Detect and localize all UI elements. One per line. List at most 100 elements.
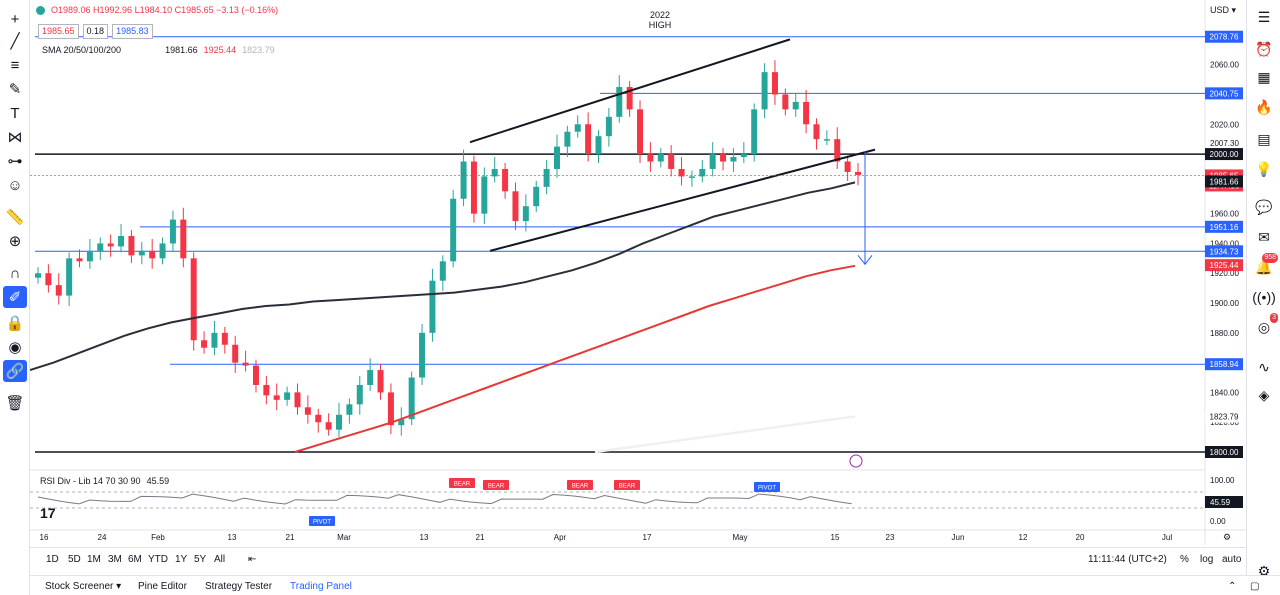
text-icon[interactable]: T [10, 104, 20, 122]
price-label: 1823.79 [1210, 413, 1239, 422]
y-tick-label: 1960.00 [1210, 210, 1239, 219]
buy-price[interactable]: 1985.83 [112, 24, 153, 39]
candle-body [771, 72, 778, 95]
chart-waves-icon[interactable]: ∿ [1258, 358, 1270, 375]
range-1m[interactable]: 1M [87, 554, 101, 565]
ruler-icon[interactable]: 📏 [5, 209, 25, 226]
lock-drawing-icon[interactable]: ✐ [3, 286, 27, 308]
collapse-icon[interactable]: ⌃ [1228, 581, 1237, 592]
right-toolbar: ☰ ⏰ ▦ 🔥 ▤ 💡 💬 ✉ 🔔 958 ((•)) ◎ 3 ∿ ◈ ⚙ [1246, 0, 1280, 595]
rsi-tag-label: PIVOT [758, 486, 776, 492]
candle-body [855, 171, 861, 175]
y-tick-label: 1880.00 [1210, 329, 1239, 338]
range-5d[interactable]: 5D [68, 554, 81, 565]
range-5y[interactable]: 5Y [194, 554, 207, 565]
x-axis-label: Feb [151, 533, 165, 542]
tab-stock-screener[interactable]: Stock Screener ▾ [45, 581, 122, 592]
tab-strategy-tester[interactable]: Strategy Tester [205, 581, 273, 592]
zoom-icon[interactable]: ⊕ [8, 233, 22, 250]
candle-body [460, 161, 467, 199]
price-chart[interactable]: 2060.00 2020.00 2007.30 1960.00 1940.00 1920.… [30, 0, 1246, 545]
x-axis-label: Apr [554, 533, 567, 542]
candle-body [408, 377, 415, 420]
candle-body [688, 176, 695, 178]
candle-body [709, 154, 716, 169]
level-label-bg [1205, 30, 1243, 43]
axis-settings-icon: ⚙ [1223, 533, 1231, 543]
candle-body [387, 392, 394, 426]
rsi-tag-bg [567, 480, 593, 490]
level-label-bg [1205, 358, 1243, 371]
trend-line-icon[interactable]: ╱ [10, 33, 20, 50]
range-1y[interactable]: 1Y [175, 554, 188, 565]
chart-background [30, 0, 1205, 530]
auto-toggle[interactable]: auto [1222, 554, 1242, 565]
layers-icon[interactable]: ◈ [1258, 386, 1270, 403]
candle-body [149, 250, 156, 259]
alert-log-icon[interactable]: ◎ 3 [1257, 313, 1278, 335]
settings-icon[interactable]: ⚙ [1257, 562, 1271, 579]
candle-body [232, 344, 239, 363]
log-toggle[interactable]: log [1200, 554, 1214, 565]
emoji-icon[interactable]: ☺ [7, 176, 23, 194]
candle-body [616, 87, 623, 117]
candle-body [740, 154, 747, 158]
currency-selector[interactable]: USD ▾ [1210, 5, 1237, 15]
horizontal-lines-icon[interactable]: ≡ [10, 56, 20, 74]
symbol-status-icon [36, 5, 45, 15]
x-axis-label: 24 [98, 533, 107, 542]
percent-toggle[interactable]: % [1180, 554, 1189, 565]
streams-icon[interactable]: 💬 [1255, 198, 1273, 215]
candle-body [647, 154, 654, 162]
magnet-icon[interactable]: ∩ [9, 264, 21, 282]
sma-value-3: 1823.79 [242, 45, 275, 55]
level-label-bg [1205, 87, 1243, 100]
range-1d[interactable]: 1D [46, 554, 59, 565]
range-ytd[interactable]: YTD [148, 554, 168, 565]
candle-body [159, 243, 166, 259]
candle-body [823, 139, 830, 141]
goto-date-icon[interactable]: ⇤ [248, 554, 257, 565]
crosshair-icon[interactable]: + [10, 10, 20, 28]
sma-100-line [294, 264, 856, 453]
tab-trading-panel[interactable]: Trading Panel [290, 581, 352, 592]
chat-icon[interactable]: ✉ [1258, 228, 1270, 245]
clock-display[interactable]: 11:11:44 (UTC+2) [1088, 554, 1167, 565]
x-axis-label: 13 [228, 533, 237, 542]
notifications-icon[interactable]: 🔔 958 [1255, 253, 1278, 275]
candle-body [553, 146, 560, 169]
signal-icon[interactable]: ((•)) [1252, 289, 1276, 305]
candle-body [585, 124, 592, 155]
x-axis-label: 21 [286, 533, 295, 542]
sell-price[interactable]: 1985.65 [38, 24, 79, 39]
ohlc-legend: O1989.06 H1992.96 L1984.10 C1985.65 −3.1… [36, 5, 278, 15]
brush-icon[interactable]: ✎ [8, 81, 22, 98]
watchlist-icon[interactable]: ☰ [1257, 8, 1271, 25]
x-axis-label: 13 [420, 533, 429, 542]
link-icon[interactable]: 🔗 [3, 360, 27, 382]
calendar-icon[interactable]: ▤ [1257, 130, 1271, 147]
ideas-icon[interactable]: 💡 [1255, 160, 1273, 177]
alerts-icon[interactable]: ⏰ [1255, 40, 1273, 57]
price-boxes: 1985.65 0.18 1985.83 [38, 24, 153, 39]
eye-icon[interactable]: ◉ [8, 339, 22, 356]
pattern-icon[interactable]: ⋈ [7, 129, 23, 146]
candle-body [45, 273, 52, 286]
measure-icon[interactable]: ⊶ [7, 153, 23, 170]
hotlists-icon[interactable]: 🔥 [1255, 98, 1273, 115]
maximize-icon[interactable]: ▢ [1250, 581, 1260, 592]
x-axis-label: 20 [1076, 533, 1085, 542]
candle-body [86, 250, 93, 262]
range-6m[interactable]: 6M [128, 554, 142, 565]
candle-body [543, 168, 550, 187]
trash-icon[interactable]: 🗑 [5, 395, 25, 412]
tab-pine-editor[interactable]: Pine Editor [138, 581, 187, 592]
range-all[interactable]: All [214, 554, 226, 565]
rsi-tag-label: BEAR [619, 484, 636, 490]
rsi-value: 45.59 [146, 476, 170, 486]
data-window-icon[interactable]: ▦ [1257, 68, 1271, 85]
y-tick-label: 1820.00 [1210, 418, 1239, 427]
candle-body [626, 87, 633, 110]
lock-icon[interactable]: 🔒 [5, 315, 25, 332]
range-3m[interactable]: 3M [108, 554, 122, 565]
